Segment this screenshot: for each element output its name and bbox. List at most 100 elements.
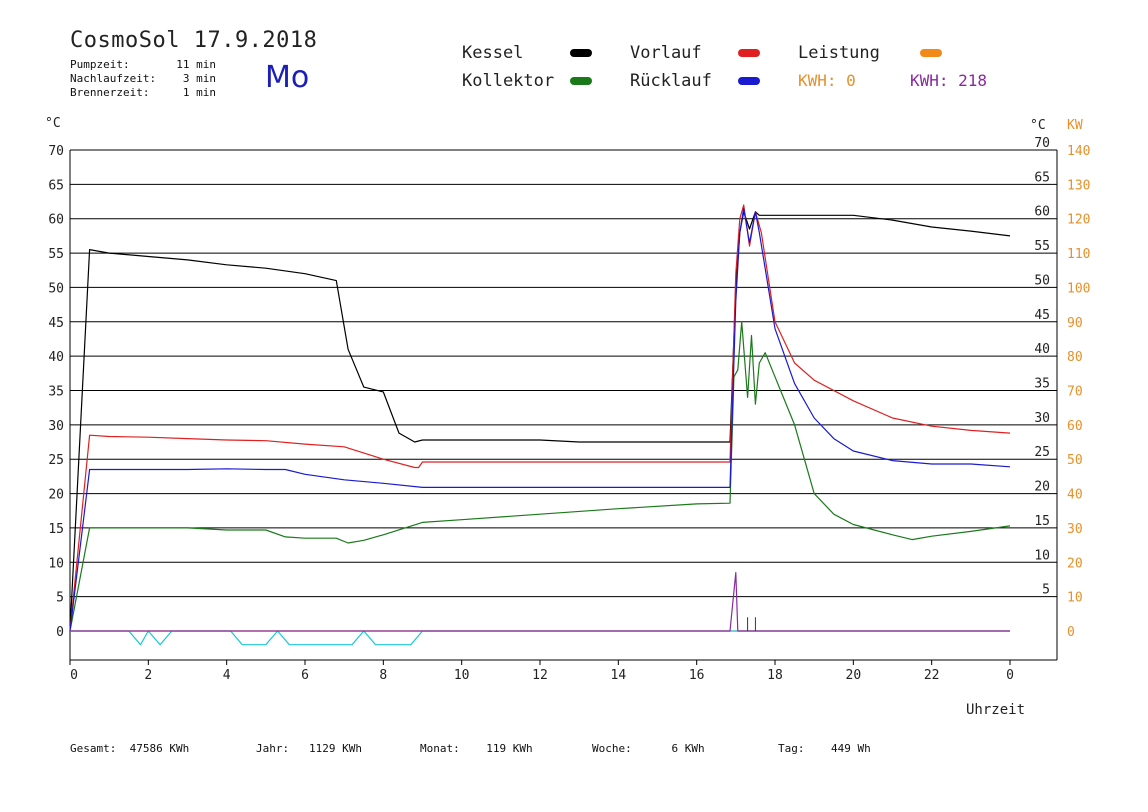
y-right-tick-label: 30 [1034,411,1050,426]
y-right-tick-label: 60 [1034,205,1050,220]
y-tick-label: 20 [48,488,64,503]
y2-tick-label: 0 [1067,625,1075,640]
y2-tick-label: 40 [1067,488,1083,503]
y2-tick-label: 100 [1067,281,1090,296]
footer-value: 449 Wh [831,742,871,755]
series-line-vorlauf [69,204,1011,632]
y2-tick-label: 80 [1067,350,1083,365]
y-tick-label: 50 [48,281,64,296]
legend-kessel-swatch [570,49,592,57]
y2-tick-label: 20 [1067,556,1083,571]
series-line-kessel [69,211,1011,632]
footer-label: Tag: [778,742,805,755]
y-right-tick-label: 5 [1042,583,1050,598]
y-right-tick-label: 55 [1034,239,1050,254]
y2-tick-label: 70 [1067,385,1083,400]
kwh-total: KWH: 218 [910,71,988,90]
series-line-r-cklauf [69,207,1011,632]
legend-kessel-label: Kessel [462,43,524,63]
series-line-pumpe [70,630,1010,646]
info-label: Pumpzeit: [70,58,130,71]
y2-tick-label: 110 [1067,247,1090,262]
y2-tick-label: 130 [1067,178,1090,193]
x-tick-label: 4 [223,668,231,683]
y-tick-label: 60 [48,213,64,228]
legend-kollektor-label: Kollektor [462,71,555,91]
y-tick-label: 30 [48,419,64,434]
info-value: 3 min [182,72,216,85]
footer-jahr: Jahr: 1129 KWh [256,742,362,755]
info-label: Nachlaufzeit: [70,72,157,85]
y-tick-label: 40 [48,350,64,365]
legend-leistung-label: Leistung [798,43,880,63]
y-tick-label: 70 [48,144,64,159]
legend-vorlauf-label: Vorlauf [630,43,702,63]
right2-axis-unit: KW [1067,118,1083,133]
x-tick-label: 16 [689,668,705,683]
info-brennerzeit: Brennerzeit: 1 min [70,86,216,99]
footer-label: Jahr: [256,742,290,755]
x-tick-label: 20 [846,668,862,683]
x-tick-label: 14 [611,668,627,683]
y2-tick-label: 90 [1067,316,1083,331]
y-tick-label: 55 [48,247,64,262]
x-tick-label: 6 [301,668,309,683]
legend-ruecklauf-swatch [738,77,760,85]
footer-gesamt: Gesamt: 47586 KWh [70,742,189,755]
footer-value: 6 KWh [671,742,705,755]
y2-tick-label: 10 [1067,591,1083,606]
left-axis-unit: °C [45,116,61,131]
footer-monat: Monat: 119 KWh [420,742,533,755]
y-tick-label: 25 [48,453,64,468]
footer-value: 1129 KWh [309,742,362,755]
series-line-brenner [70,571,1010,632]
footer-woche: Woche: 6 KWh [592,742,705,755]
x-tick-label: 0 [70,668,78,683]
y2-tick-label: 140 [1067,144,1090,159]
y-tick-label: 45 [48,316,64,331]
y2-tick-label: 60 [1067,419,1083,434]
info-value: 1 min [182,86,216,99]
x-tick-label: 18 [767,668,783,683]
footer-label: Monat: [420,742,460,755]
x-tick-label: 0 [1006,668,1014,683]
legend-ruecklauf-label: Rücklauf [630,71,712,91]
y-tick-label: 65 [48,178,64,193]
info-value: 11 min [176,58,216,71]
footer-tag: Tag: 449 Wh [778,742,871,755]
y-tick-label: 10 [48,556,64,571]
footer-label: Gesamt: [70,742,117,755]
series-line-kollektor [69,321,1011,632]
info-pumpzeit: Pumpzeit: 11 min [70,58,216,71]
y-right-tick-label: 35 [1034,377,1050,392]
y-right-tick-label: 70 [1034,136,1050,151]
y-tick-label: 5 [56,591,64,606]
legend-vorlauf-swatch [738,49,760,57]
footer-value: 119 KWh [486,742,533,755]
weekday-label: Mo [265,60,310,95]
right-axis-unit: °C [1030,118,1046,133]
footer-label: Woche: [592,742,632,755]
y-tick-label: 15 [48,522,64,537]
x-tick-label: 22 [924,668,940,683]
info-label: Brennerzeit: [70,86,150,99]
legend-kollektor-swatch [570,77,592,85]
x-tick-label: 12 [532,668,548,683]
y2-tick-label: 120 [1067,213,1090,228]
y-right-tick-label: 20 [1034,480,1050,495]
y-right-tick-label: 40 [1034,342,1050,357]
y-right-tick-label: 45 [1034,308,1050,323]
x-axis-label: Uhrzeit [966,702,1026,718]
y-right-tick-label: 65 [1034,170,1050,185]
y-right-tick-label: 25 [1034,445,1050,460]
legend-leistung-swatch [920,49,942,57]
x-tick-label: 8 [379,668,387,683]
y-right-tick-label: 10 [1034,548,1050,563]
kwh-solar: KWH: 0 [798,71,856,90]
footer-value: 47586 KWh [129,742,190,755]
y-tick-label: 0 [56,625,64,640]
y2-tick-label: 30 [1067,522,1083,537]
chart-title: CosmoSol 17.9.2018 [70,28,318,53]
x-tick-label: 2 [144,668,152,683]
